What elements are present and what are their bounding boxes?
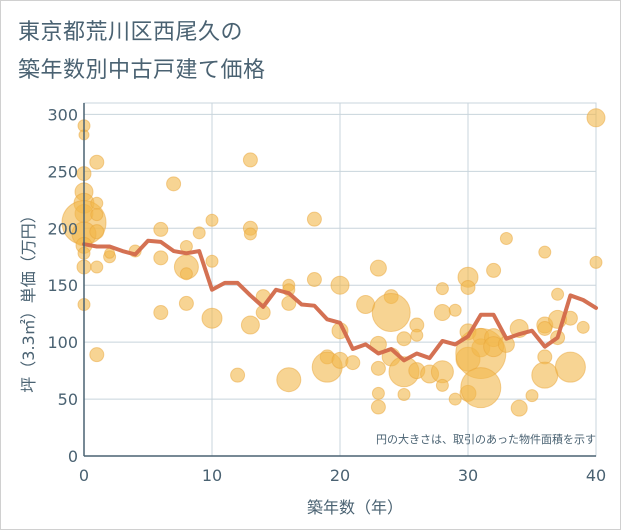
data-bubble [179,267,193,281]
data-bubble [370,399,386,415]
y-tick-label: 200 [47,219,78,238]
data-bubble [396,331,412,347]
chart-title-line2: 築年数別中古戸建て価格 [18,58,266,83]
data-bubble [586,108,606,128]
data-bubble [486,262,502,278]
data-bubble [448,392,462,406]
data-bubble [370,360,386,376]
x-axis-label: 築年数（年） [307,498,403,517]
data-bubble [243,227,257,241]
data-bubble [448,303,462,317]
data-bubble [345,355,361,371]
y-tick-label: 300 [47,105,78,124]
data-bubble [554,351,586,383]
data-bubble [153,305,169,321]
average-price-line [82,238,598,363]
data-bubble [230,367,246,383]
data-bubble [306,211,322,227]
chart-note: 円の大きさは、取引のあった物件面積を示す [376,432,596,446]
data-bubble [153,250,169,266]
data-bubble [90,260,104,274]
data-bubble [537,320,553,336]
data-bubble [242,152,258,168]
x-tick-label: 30 [458,466,478,485]
data-bubble [201,307,223,329]
data-bubble [499,232,513,246]
y-tick-label: 250 [47,162,78,181]
y-tick-label: 50 [58,390,78,409]
data-bubble [306,272,322,287]
data-bubble [460,367,502,409]
y-tick-label: 100 [47,333,78,352]
data-bubble [240,315,260,335]
data-bubble [371,293,411,333]
data-bubble [205,213,219,227]
data-bubble [153,221,169,237]
axes: 0 50 100 150 200 250 300 0 10 20 30 40 [47,103,606,485]
data-bubble [435,282,449,296]
y-tick-label: 0 [68,447,78,466]
data-bubble [435,378,449,392]
x-tick-label: 0 [79,466,89,485]
data-bubble [538,245,552,259]
x-tick-label: 40 [586,466,606,485]
x-tick-label: 10 [202,466,222,485]
data-bubble [371,386,385,400]
data-bubble [397,388,411,402]
data-bubble [330,275,350,295]
data-bubble [90,196,104,210]
data-bubble [460,279,476,295]
data-bubble [205,254,219,268]
data-bubble [178,295,194,311]
data-bubble [89,224,105,240]
data-bubble [576,320,590,334]
data-bubble [433,304,451,322]
data-bubble [410,328,424,342]
x-tick-label: 20 [330,466,350,485]
data-bubble [369,259,387,277]
y-axis-label: 坪（3.3㎡）単価（万円） [19,207,38,392]
bubble-layer [61,108,606,417]
data-bubble [510,399,528,417]
data-bubble [192,226,206,240]
data-bubble [551,287,565,301]
data-bubble [276,367,302,393]
data-bubble [331,351,349,369]
data-bubble [281,295,297,311]
chart-title-line1: 東京都荒川区西尾久の [18,20,244,45]
data-bubble [525,389,539,403]
data-bubble [89,347,105,363]
data-bubble [589,255,603,269]
data-bubble [166,176,182,192]
data-bubble [90,208,104,222]
trend-line-layer [82,238,598,363]
y-tick-label: 150 [47,276,78,295]
data-bubble [531,361,559,389]
data-bubble [89,154,105,170]
